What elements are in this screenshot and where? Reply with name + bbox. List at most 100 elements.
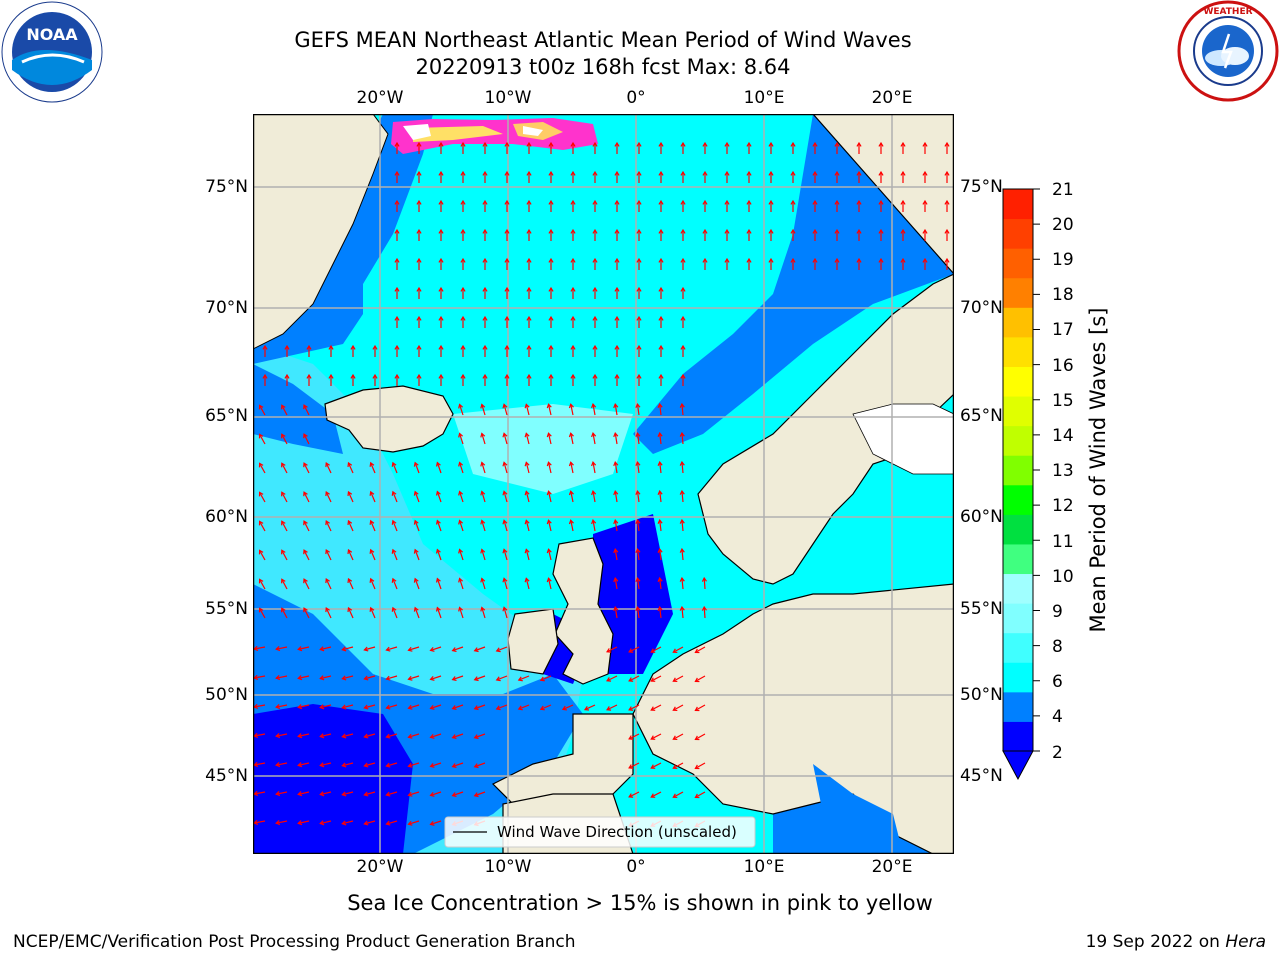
wind-wave-arrowhead: [482, 141, 488, 147]
credit-text: NCEP/EMC/Verification Post Processing Pr…: [13, 932, 576, 952]
wind-wave-arrow: [392, 549, 398, 561]
wind-wave-arrow: [503, 520, 508, 532]
wind-wave-arrowhead: [812, 141, 818, 147]
wind-wave-arrowhead: [568, 490, 574, 496]
wind-wave-arrowhead: [878, 141, 884, 147]
wind-wave-arrowhead: [297, 646, 303, 652]
wind-wave-arrowhead: [460, 286, 466, 292]
wind-wave-arrow: [414, 578, 420, 590]
colorbar-segment: [1003, 366, 1033, 397]
wind-wave-arrowhead: [341, 762, 347, 768]
wind-wave-arrow: [636, 462, 640, 474]
wind-wave-arrowhead: [275, 733, 281, 739]
wind-wave-arrowhead: [394, 199, 400, 205]
wind-wave-arrowhead: [347, 490, 353, 497]
wind-wave-arrow: [281, 492, 288, 503]
wind-wave-arrow: [276, 762, 288, 766]
wind-wave-arrowhead: [613, 460, 619, 467]
wind-wave-arrowhead: [657, 518, 663, 524]
wind-wave-arrowhead: [460, 170, 466, 176]
svg-text:WEATHER: WEATHER: [1203, 7, 1252, 17]
wind-wave-arrowhead: [694, 706, 700, 712]
wind-wave-arrow: [254, 675, 266, 679]
wind-wave-arrowhead: [900, 141, 906, 147]
wind-wave-arrow: [636, 433, 640, 445]
wind-wave-arrowhead: [495, 705, 501, 711]
wind-wave-arrowhead: [451, 792, 457, 798]
wind-wave-arrowhead: [570, 344, 576, 350]
wind-wave-arrow: [481, 578, 486, 590]
wind-wave-arrowhead: [878, 228, 884, 234]
wind-wave-arrow: [298, 791, 310, 795]
wind-wave-arrowhead: [297, 733, 303, 739]
wind-wave-arrow: [320, 791, 332, 796]
wind-wave-arrowhead: [526, 228, 532, 234]
wind-wave-arrowhead: [658, 257, 664, 263]
wind-wave-arrow: [452, 762, 464, 768]
wind-wave-arrowhead: [592, 141, 598, 147]
wind-wave-arrowhead: [416, 141, 422, 147]
wind-wave-arrowhead: [391, 461, 397, 467]
wind-wave-arrowhead: [680, 199, 686, 205]
wind-wave-arrowhead: [672, 793, 678, 799]
wind-wave-arrowhead: [613, 547, 619, 554]
wind-wave-arrowhead: [460, 199, 466, 205]
wind-wave-arrowhead: [369, 490, 375, 496]
wind-wave-arrowhead: [482, 286, 488, 292]
wind-wave-arrow: [695, 675, 706, 682]
wind-wave-arrowhead: [407, 820, 413, 826]
wind-wave-arrowhead: [526, 373, 532, 379]
wind-wave-arrowhead: [502, 577, 508, 583]
wind-wave-arrowhead: [341, 791, 347, 797]
wind-wave-arrow: [481, 462, 486, 474]
legend-label: Wind Wave Direction (unscaled): [497, 823, 737, 841]
wind-wave-arrowhead: [347, 548, 353, 555]
wind-wave-arrowhead: [834, 257, 840, 263]
wind-wave-arrowhead: [303, 433, 308, 439]
wind-wave-arrow: [386, 646, 398, 651]
wind-wave-arrowhead: [657, 576, 663, 582]
wind-wave-arrowhead: [438, 170, 444, 176]
wind-wave-arrowhead: [385, 646, 391, 652]
wind-wave-arrow: [503, 578, 508, 590]
wind-wave-arrow: [408, 791, 420, 796]
wind-wave-arrowhead: [460, 228, 466, 234]
wind-wave-arrowhead: [746, 199, 752, 205]
wind-wave-arrowhead: [303, 520, 308, 526]
wind-wave-arrow: [303, 491, 310, 503]
wind-wave-arrowhead: [628, 793, 634, 798]
wind-wave-arrow: [525, 433, 530, 445]
wind-wave-arrow: [474, 791, 486, 797]
wind-wave-arrowhead: [416, 286, 422, 292]
wind-wave-arrowhead: [524, 432, 530, 438]
wind-wave-arrow: [606, 646, 618, 653]
wind-wave-arrowhead: [636, 286, 642, 292]
colorbar-segment: [1003, 603, 1033, 634]
wind-wave-arrowhead: [539, 705, 545, 711]
wind-wave-arrowhead: [460, 257, 466, 263]
wind-wave-arrow: [254, 762, 266, 766]
wind-wave-arrow: [298, 646, 310, 650]
wind-wave-arrowhead: [482, 228, 488, 234]
wind-wave-arrowhead: [614, 315, 620, 321]
wind-wave-arrow: [320, 762, 332, 767]
wind-wave-arrowhead: [394, 315, 400, 321]
wind-wave-arrow: [695, 704, 706, 711]
wind-wave-arrowhead: [502, 606, 508, 612]
colorbar-segment: [1003, 543, 1033, 575]
wind-wave-arrowhead: [635, 605, 641, 612]
wind-wave-arrow: [342, 675, 354, 680]
wind-wave-arrowhead: [636, 315, 642, 321]
wind-wave-arrowhead: [303, 578, 308, 584]
wind-wave-arrowhead: [319, 646, 325, 652]
wind-wave-arrowhead: [435, 606, 441, 612]
wind-wave-arrow: [459, 462, 464, 474]
wind-wave-arrowhead: [341, 704, 347, 710]
wind-wave-arrow: [673, 791, 684, 798]
wind-wave-arrow: [430, 791, 442, 796]
wind-wave-arrowhead: [297, 675, 303, 681]
run-date: 19 Sep 2022 on Hera: [1086, 932, 1266, 952]
wind-wave-arrowhead: [429, 646, 435, 652]
wind-wave-arrowhead: [460, 344, 466, 350]
wind-wave-arrowhead: [435, 490, 441, 496]
